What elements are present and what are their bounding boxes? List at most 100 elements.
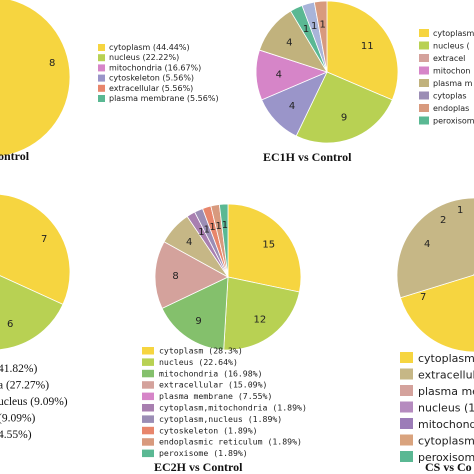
legend-a-text-5: plasma membrane (5.56%) <box>109 94 219 103</box>
pie-d-slice-extracellular <box>154 241 229 309</box>
legend-a-swatch-1 <box>98 54 105 62</box>
pie-d-label-plasma-membrane: 4 <box>186 237 192 248</box>
pie-b-label-endoplasmic: 1 <box>320 19 326 30</box>
pie-b-slice-nucleus <box>295 71 393 144</box>
legend-b-text-6: endoplas <box>433 104 469 113</box>
legend-c-text-0: 41.82%) <box>0 363 37 375</box>
legend-b-swatch-6 <box>419 104 429 112</box>
legend-b: cytoplasm nucleus ( extracel mitochon plasma… <box>419 29 474 126</box>
pie-d-label-cytoplasm: 15 <box>262 239 275 250</box>
legend-e-swatch-1 <box>400 368 413 380</box>
pie-d-label-cytoskeleton: 1 <box>209 222 215 233</box>
legend-e-text-3: nucleus (1 <box>418 402 474 415</box>
panel-a: 8 cytoplasm (44.44%)nucleus (22.22%)mito… <box>0 0 219 163</box>
legend-d-swatch-1 <box>142 358 154 366</box>
pie-d-slice-peroxisome <box>218 203 229 278</box>
pie-c <box>0 194 71 350</box>
legend-d-text-0: cytoplasm (28.3%) <box>159 346 243 356</box>
pie-d-label-nucleus: 12 <box>254 314 267 325</box>
legend-d-text-6: cytoplasm,nucleus (1.89%) <box>159 414 282 424</box>
legend-b-swatch-0 <box>419 29 429 37</box>
pie-c-label-cytoplasm: 7 <box>41 234 47 245</box>
pie-c-slice-cytoplasm <box>0 194 71 305</box>
legend-d-text-5: cytoplasm,mitochondria (1.89%) <box>159 403 307 413</box>
pie-b-label-extracellular: 1 <box>311 21 317 32</box>
legend-d-text-3: extracellular (15.09%) <box>159 380 267 390</box>
legend-a-swatch-2 <box>98 64 105 72</box>
legend-b-text-4: plasma m <box>433 79 473 88</box>
pie-b-label-nucleus: 9 <box>341 113 347 124</box>
legend-e-text-2: plasma mem <box>418 385 474 398</box>
legend-c: 41.82%) a (27.27%) ucleus (9.09%) (9.09%) 4.… <box>0 363 68 441</box>
legend-d-swatch-8 <box>142 438 154 446</box>
legend-d-text-8: endoplasmic reticulum (1.89%) <box>159 437 302 447</box>
pie-b-label-plasma-membrane: 4 <box>286 37 292 48</box>
legend-a-text-3: cytoskeleton (5.56%) <box>109 74 194 83</box>
pie-b-label-mitochondria: 4 <box>276 70 282 81</box>
legend-d-text-9: peroxisome (1.89%) <box>159 448 248 458</box>
legend-b-swatch-3 <box>419 66 429 75</box>
legend-e-swatch-2 <box>400 385 413 396</box>
legend-b-swatch-2 <box>419 54 429 62</box>
legend-e-swatch-5 <box>400 434 413 446</box>
legend-e-swatch-6 <box>400 451 413 462</box>
pie-d-label-cytoplasm-mitochondria: 1 <box>198 227 204 238</box>
pie-c-slice-nucleus <box>0 275 64 350</box>
legend-b-swatch-4 <box>419 79 429 87</box>
legend-c-text-1: a (27.27%) <box>0 380 49 392</box>
panel-b-title: EC1H vs Control <box>263 150 352 164</box>
pie-e-slice-cytoplasm <box>399 274 474 353</box>
legend-b-text-7: peroxisom <box>433 117 474 126</box>
legend-a-swatch-0 <box>98 44 105 51</box>
pie-e-label-1: 4 <box>424 239 430 250</box>
panel-e: 7 4 21 cytoplasm extracellula plasma mem nucl… <box>396 197 474 474</box>
pie-d-label-peroxisome: 1 <box>222 220 228 231</box>
legend-d-swatch-5 <box>142 404 154 412</box>
pie-d-label-extracellular: 8 <box>172 271 178 282</box>
legend-b-text-1: nucleus ( <box>433 42 470 51</box>
pie-d-slice-cytoplasm <box>227 203 302 293</box>
panel-c: 7 6 41.82%) a (27.27%) ucleus (9.09%) (9.09… <box>0 194 71 441</box>
legend-a-swatch-3 <box>98 74 105 82</box>
legend-b-swatch-1 <box>419 41 429 50</box>
legend-b-text-3: mitochon <box>433 67 470 76</box>
panel-a-title: ontrol <box>0 149 30 163</box>
legend-a: cytoplasm (44.44%)nucleus (22.22%)mitoch… <box>98 43 219 103</box>
pie-e: 7 4 21 <box>396 197 474 353</box>
legend-e-swatch-3 <box>400 401 413 413</box>
legend-a-text-1: nucleus (22.22%) <box>109 53 179 62</box>
legend-c-text-4: 4.55%) <box>0 429 32 441</box>
pie-a-label-cytoplasm: 8 <box>49 58 55 69</box>
legend-d-swatch-7 <box>142 426 154 435</box>
legend-c-text-3: (9.09%) <box>0 413 36 425</box>
pie-e-label-3: 1 <box>457 205 463 216</box>
legend-e-swatch-4 <box>400 418 413 429</box>
panel-e-title: CS vs Co <box>425 460 472 474</box>
legend-d-swatch-9 <box>142 449 154 458</box>
pie-a-slice-cytoplasm <box>0 0 71 157</box>
legend-b-swatch-5 <box>419 91 429 100</box>
pie-a <box>0 0 71 157</box>
legend-a-text-0: cytoplasm (44.44%) <box>109 43 190 52</box>
legend-b-text-5: cytoplas <box>433 92 467 101</box>
legend-e-swatch-0 <box>400 352 413 363</box>
legend-d-swatch-6 <box>142 415 154 423</box>
legend-e: cytoplasm extracellula plasma mem nucleus (… <box>400 352 474 464</box>
pie-d-label-mitochondria: 9 <box>195 316 201 327</box>
pie-b-slice-endoplasmic <box>313 0 328 73</box>
legend-e-text-0: cytoplasm <box>418 352 474 365</box>
pie-b-label-peroxisome: 1 <box>303 24 309 35</box>
pie-d-slice-nucleus <box>223 276 300 351</box>
pie-d-slice-mitochondria <box>161 276 229 351</box>
legend-a-text-4: extracellular (5.56%) <box>109 84 193 93</box>
pie-e-label-0: 7 <box>420 292 426 303</box>
legend-d-text-1: nucleus (22.64%) <box>159 357 238 367</box>
legend-b-swatch-7 <box>419 116 429 125</box>
legend-b-text-0: cytoplasm <box>433 29 474 38</box>
pie-e-label-2: 2 <box>440 215 446 226</box>
legend-e-text-1: extracellula <box>418 369 474 382</box>
legend-b-text-2: extracel <box>433 54 465 63</box>
